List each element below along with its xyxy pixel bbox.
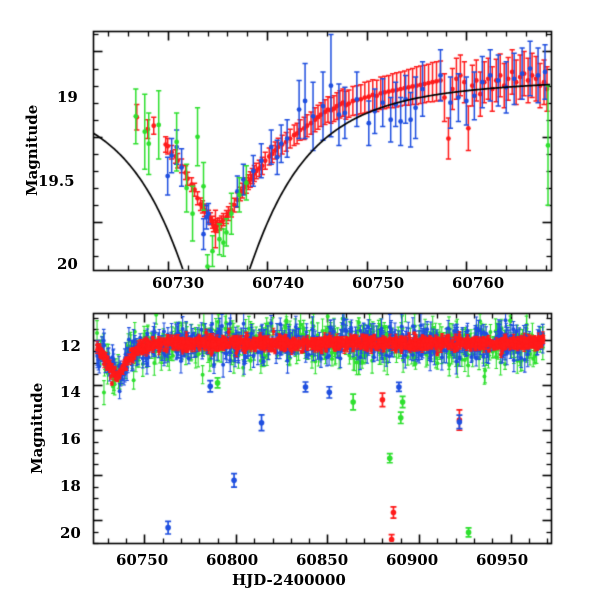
bottom-xtick-60900: 60900	[386, 551, 439, 569]
bottom-xtick-60750: 60750	[116, 551, 169, 569]
bottom-ylabel-magnitude: Magnitude	[28, 382, 46, 474]
bottom-xlabel-hjd: HJD-2400000	[232, 571, 346, 589]
bottom-xtick-60850: 60850	[296, 551, 349, 569]
top-ytick-19: 19	[57, 88, 78, 106]
top-xtick-60760: 60760	[452, 274, 505, 292]
bottom-ytick-12: 12	[60, 337, 81, 355]
top-xtick-60730: 60730	[152, 274, 205, 292]
top-xtick-60740: 60740	[252, 274, 305, 292]
top-ylabel-magnitude: Magnitude	[23, 104, 41, 196]
bottom-xtick-60800: 60800	[206, 551, 259, 569]
top-ytick-20: 20	[57, 255, 78, 273]
bottom-ytick-18: 18	[60, 477, 81, 495]
bottom-ytick-20: 20	[60, 524, 81, 542]
bottom-xtick-60950: 60950	[476, 551, 529, 569]
bottom-ytick-16: 16	[60, 430, 81, 448]
top-ytick-19p5: 19.5	[38, 172, 75, 190]
bottom-ytick-14: 14	[60, 383, 81, 401]
top-xtick-60750: 60750	[352, 274, 405, 292]
